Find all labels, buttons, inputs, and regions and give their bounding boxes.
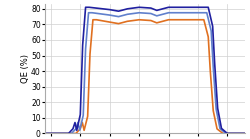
Y-axis label: QE (%): QE (%)	[21, 54, 30, 83]
